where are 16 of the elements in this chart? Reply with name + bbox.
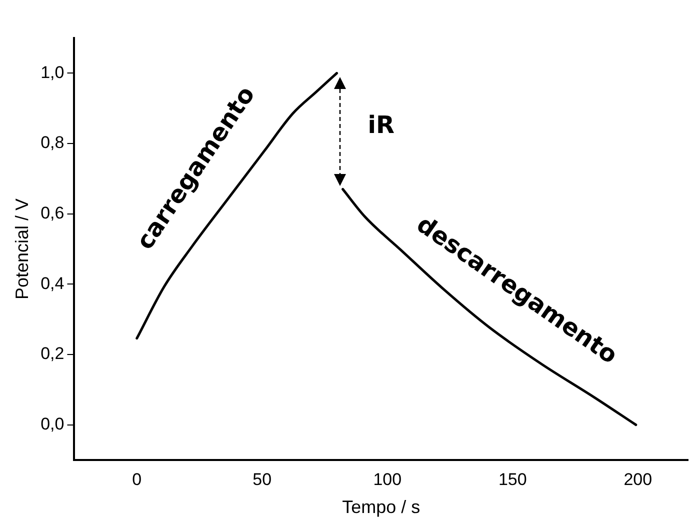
x-tick-label: 100 (373, 470, 402, 489)
line-series (342, 188, 638, 426)
y-tick-label: 0,6 (40, 204, 64, 223)
y-tick-label: 1,0 (40, 62, 64, 82)
line-series (136, 72, 338, 340)
x-tick-label: 0 (132, 470, 142, 489)
x-axis-title: Tempo / s (342, 497, 420, 518)
x-tick-label: 200 (624, 470, 652, 489)
y-tick-label: 0,8 (40, 133, 64, 152)
annotation: iR (368, 110, 394, 139)
x-tick-label: 150 (498, 470, 527, 489)
y-tick-label: 0,2 (40, 344, 64, 364)
y-tick-label: 0,4 (40, 274, 64, 293)
y-axis-title: Potencial / V (12, 198, 32, 300)
x-tick-label: 50 (252, 470, 272, 489)
y-tick-label: 0,0 (40, 414, 64, 434)
